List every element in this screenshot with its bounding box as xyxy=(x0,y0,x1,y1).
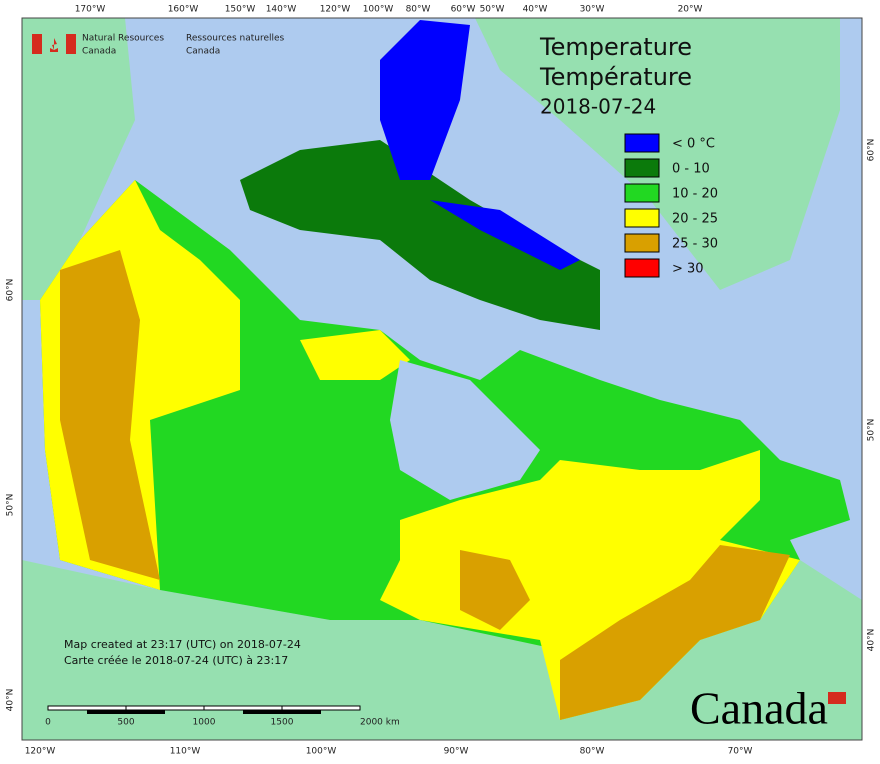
scale-segment xyxy=(47,705,127,711)
title: Temperature xyxy=(539,33,692,61)
legend-swatch xyxy=(624,158,660,178)
longitude-label: 90°W xyxy=(444,747,469,757)
credit: Map created at 23:17 (UTC) on 2018-07-24 xyxy=(64,638,301,651)
flag-leaf xyxy=(50,38,58,52)
scale-label: 500 xyxy=(117,718,134,728)
title: Température xyxy=(539,63,692,91)
scale-label: 2000 km xyxy=(360,718,400,728)
legend-label: 20 - 25 xyxy=(672,212,718,227)
scale-segment xyxy=(243,710,282,714)
legend-label: 10 - 20 xyxy=(672,187,718,202)
latitude-label: 60°N xyxy=(6,279,16,302)
frame xyxy=(21,17,863,741)
arctic-cold xyxy=(380,20,580,270)
longitude-label: 70°W xyxy=(728,747,753,757)
scale-segment xyxy=(87,710,126,714)
alaska xyxy=(22,18,135,300)
scale-label: 1500 xyxy=(271,718,294,728)
scale-label: 1000 xyxy=(193,718,216,728)
legend-swatch xyxy=(624,133,660,153)
arctic-islands xyxy=(240,140,600,330)
legend-swatch xyxy=(624,233,660,253)
scale-segment xyxy=(203,705,283,711)
hudson-bay xyxy=(390,360,540,500)
dept-en: Canada xyxy=(82,47,116,57)
flag-left xyxy=(32,34,42,54)
legend-label: 0 - 10 xyxy=(672,162,710,177)
date: 2018-07-24 xyxy=(540,95,656,119)
longitude-label: 80°W xyxy=(406,5,431,15)
longitude-label: 20°W xyxy=(678,5,703,15)
legend-swatch xyxy=(624,183,660,203)
dept-fr: Canada xyxy=(186,47,220,57)
latitude-label: 60°N xyxy=(867,139,877,162)
longitude-label: 110°W xyxy=(170,747,201,757)
legend-label: > 30 xyxy=(672,262,704,277)
flag-right xyxy=(66,34,76,54)
longitude-label: 150°W xyxy=(225,5,256,15)
greenland xyxy=(475,18,840,290)
scale-segment xyxy=(282,710,321,714)
longitude-label: 50°W xyxy=(480,5,505,15)
latitude-label: 50°N xyxy=(6,494,16,517)
latitude-label: 40°N xyxy=(6,689,16,712)
wordmark: Canada xyxy=(690,683,828,734)
legend-label: 25 - 30 xyxy=(672,237,718,252)
legend-swatch xyxy=(624,208,660,228)
legend-label: < 0 °C xyxy=(672,137,715,152)
longitude-label: 40°W xyxy=(523,5,548,15)
scale-segment xyxy=(126,710,165,714)
legend-swatch xyxy=(624,258,660,278)
longitude-label: 170°W xyxy=(75,5,106,15)
longitude-label: 140°W xyxy=(266,5,297,15)
dept-en: Natural Resources xyxy=(82,34,164,44)
longitude-label: 60°W xyxy=(451,5,476,15)
west-hot xyxy=(60,250,160,580)
dept-fr: Ressources naturelles xyxy=(186,34,285,44)
central-warm xyxy=(300,330,410,380)
longitude-label: 80°W xyxy=(580,747,605,757)
usa xyxy=(22,560,862,740)
longitude-label: 120°W xyxy=(25,747,56,757)
credit: Carte créée le 2018-07-24 (UTC) à 23:17 xyxy=(64,654,288,667)
scale-segment xyxy=(125,705,205,711)
latitude-label: 40°N xyxy=(867,629,877,652)
longitude-label: 120°W xyxy=(320,5,351,15)
longitude-label: 100°W xyxy=(363,5,394,15)
latitude-label: 50°N xyxy=(867,419,877,442)
scale-segment xyxy=(281,705,361,711)
longitude-label: 30°W xyxy=(580,5,605,15)
east-warm xyxy=(380,450,800,720)
wordmark-flag xyxy=(828,692,846,704)
scale-label: 0 xyxy=(45,718,51,728)
longitude-label: 100°W xyxy=(306,747,337,757)
longitude-label: 160°W xyxy=(168,5,199,15)
east-hot xyxy=(460,545,790,720)
